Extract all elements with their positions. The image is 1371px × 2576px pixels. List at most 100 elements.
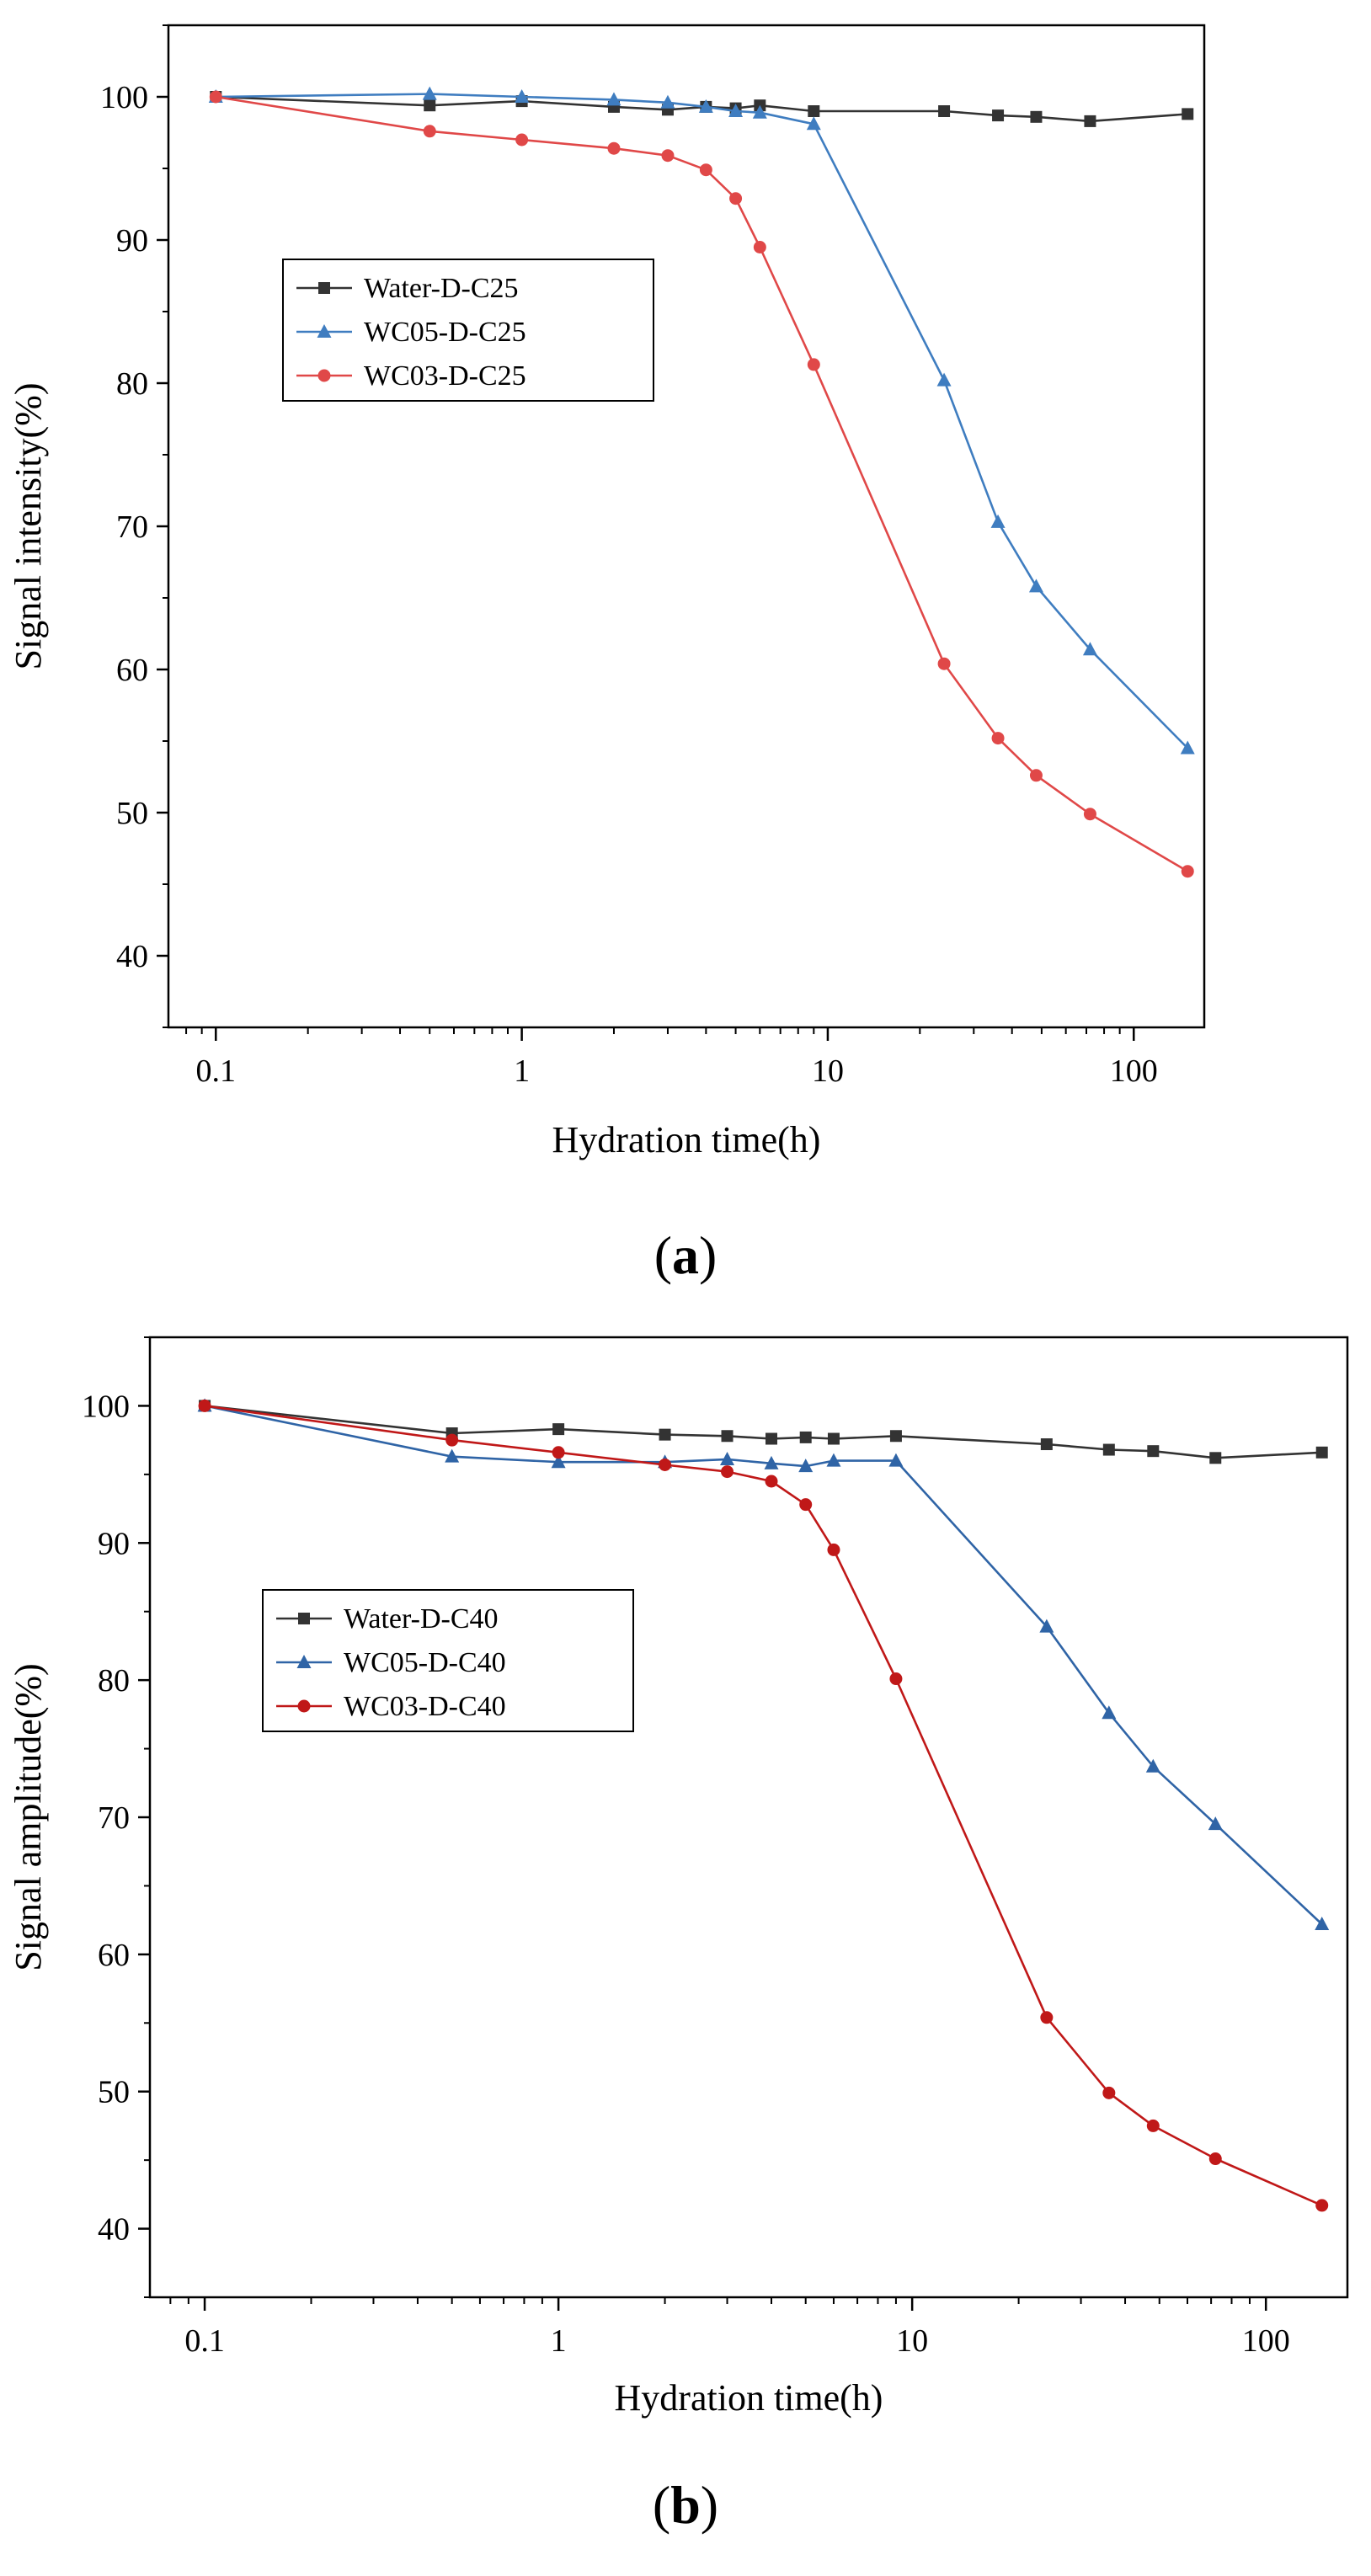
data-point bbox=[808, 105, 820, 117]
data-point bbox=[1181, 865, 1194, 878]
data-point bbox=[764, 1455, 779, 1469]
legend-marker bbox=[296, 1655, 312, 1668]
legend-entry: Water-D-C25 bbox=[364, 273, 519, 304]
data-point bbox=[798, 1459, 814, 1473]
data-point bbox=[889, 1430, 902, 1443]
legend-entry: WC03-D-C25 bbox=[364, 360, 526, 392]
y-tick-label: 100 bbox=[100, 80, 148, 115]
data-point bbox=[552, 1423, 565, 1436]
legend-marker bbox=[297, 1699, 311, 1713]
legend: Water-D-C40 WC05-D-C40 WC03-D-C40 bbox=[262, 1589, 634, 1732]
x-tick-label: 100 bbox=[1110, 1053, 1158, 1089]
data-point bbox=[445, 1433, 459, 1447]
x-tick-label: 100 bbox=[1242, 2323, 1290, 2359]
data-point bbox=[827, 1432, 840, 1445]
data-point bbox=[1102, 1705, 1117, 1720]
data-point bbox=[721, 1430, 734, 1443]
chart-panel-a: 40 50 60 70 80 90 100 0.1 1 10 100 Hydration time(h… bbox=[8, 24, 1206, 1285]
x-tick-label: 1 bbox=[551, 2323, 567, 2359]
legend-entry: WC05-D-C25 bbox=[364, 317, 526, 348]
y-tick-label: 40 bbox=[98, 2212, 130, 2248]
data-point bbox=[659, 1458, 672, 1471]
data-point bbox=[799, 1431, 812, 1443]
data-point bbox=[209, 90, 222, 104]
data-point bbox=[806, 116, 821, 131]
data-point bbox=[661, 149, 675, 163]
data-point bbox=[1145, 1758, 1160, 1773]
data-point bbox=[1029, 769, 1043, 782]
data-point bbox=[1147, 1445, 1160, 1458]
data-point bbox=[552, 1446, 565, 1459]
data-point bbox=[515, 89, 530, 103]
series-line bbox=[216, 95, 1188, 872]
data-point bbox=[551, 1454, 566, 1469]
data-point bbox=[1102, 1443, 1115, 1456]
data-point bbox=[729, 192, 743, 205]
data-point bbox=[607, 141, 621, 155]
y-tick-label: 70 bbox=[98, 1800, 130, 1836]
data-point bbox=[1209, 1452, 1222, 1464]
data-point bbox=[659, 1428, 671, 1441]
data-point bbox=[423, 125, 436, 138]
data-point bbox=[1084, 115, 1096, 127]
x-tick-label: 0.1 bbox=[196, 1053, 237, 1089]
data-point bbox=[1315, 1446, 1328, 1459]
panel-label: (b) bbox=[653, 2475, 718, 2535]
y-tick-label: 80 bbox=[98, 1663, 130, 1699]
data-point bbox=[991, 732, 1005, 745]
x-tick-label: 1 bbox=[514, 1053, 530, 1089]
series-line bbox=[204, 1405, 1322, 1459]
x-tick-label: 10 bbox=[896, 2323, 928, 2359]
data-point bbox=[1028, 579, 1043, 593]
data-point bbox=[1180, 740, 1195, 755]
data-point bbox=[721, 1465, 734, 1479]
y-tick-label: 70 bbox=[116, 509, 148, 545]
series-line bbox=[204, 1405, 1323, 2207]
y-tick-label: 100 bbox=[82, 1389, 130, 1424]
y-tick-label: 60 bbox=[98, 1938, 130, 1973]
series-line bbox=[216, 93, 1189, 749]
y-tick-label: 60 bbox=[116, 653, 148, 688]
x-axis-label: Hydration time(h) bbox=[615, 2377, 883, 2419]
data-point bbox=[606, 92, 621, 106]
series-WC03-D-C40 bbox=[198, 1399, 1329, 2212]
data-point bbox=[1030, 110, 1043, 123]
data-point bbox=[992, 109, 1005, 122]
data-point bbox=[1315, 2199, 1329, 2212]
y-tick-label: 40 bbox=[116, 939, 148, 974]
data-point bbox=[698, 99, 713, 113]
data-point bbox=[826, 1453, 841, 1467]
data-point bbox=[1315, 1917, 1330, 1931]
y-tick-label: 50 bbox=[116, 796, 148, 831]
legend-marker bbox=[317, 369, 331, 382]
data-point bbox=[445, 1448, 460, 1463]
data-point bbox=[888, 1453, 904, 1467]
legend-box bbox=[282, 259, 654, 402]
data-point bbox=[1102, 2086, 1116, 2099]
y-axis-label: Signal amplitude(%) bbox=[8, 1663, 49, 1971]
data-point bbox=[1208, 1816, 1223, 1831]
data-point bbox=[765, 1475, 778, 1488]
data-point bbox=[827, 1543, 840, 1556]
data-point bbox=[753, 241, 766, 253]
data-point bbox=[1040, 1438, 1053, 1451]
y-tick-label: 90 bbox=[116, 223, 148, 259]
x-tick-label: 10 bbox=[812, 1053, 844, 1089]
data-point bbox=[990, 514, 1006, 528]
data-point bbox=[424, 99, 436, 112]
x-axis-label: Hydration time(h) bbox=[552, 1119, 821, 1160]
data-point bbox=[766, 1432, 778, 1445]
legend: Water-D-C25 WC05-D-C25 WC03-D-C25 bbox=[282, 259, 654, 402]
y-tick-label: 90 bbox=[98, 1526, 130, 1561]
data-point bbox=[889, 1672, 903, 1686]
data-point bbox=[1146, 2119, 1160, 2132]
data-point bbox=[937, 657, 951, 670]
data-point bbox=[728, 104, 744, 117]
legend-entry: WC05-D-C40 bbox=[344, 1647, 506, 1678]
data-point bbox=[1040, 2011, 1054, 2024]
data-point bbox=[198, 1399, 211, 1412]
x-tick-label: 0.1 bbox=[184, 2323, 225, 2359]
y-tick-label: 50 bbox=[98, 2075, 130, 2110]
